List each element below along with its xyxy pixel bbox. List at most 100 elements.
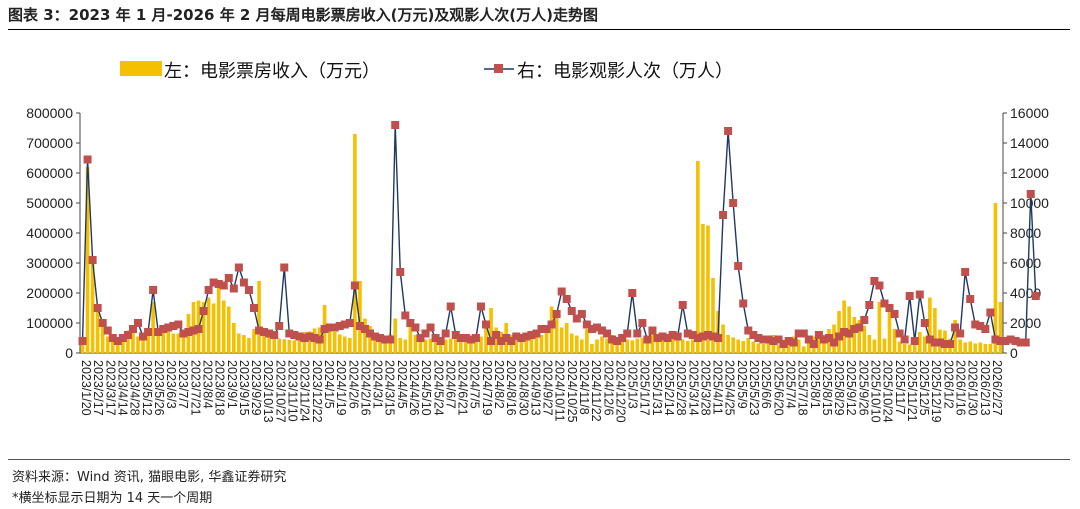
bar [857,320,862,353]
line-point [1031,292,1040,300]
x-tick-label: 2024/4/26 [407,360,421,416]
line-point [658,332,667,341]
x-tick-label: 2024/6/21 [456,360,470,416]
line-point [164,323,173,332]
line-point [108,334,117,342]
line-point [799,329,808,338]
bar [247,338,251,353]
line-point [941,340,949,348]
x-tick-label: 2024/8/16 [504,360,518,416]
line-point [113,337,122,345]
bar [489,308,493,353]
line-point [128,325,137,333]
x-tick-label: 2025/9/26 [856,360,870,416]
bar [595,339,599,353]
line-point [179,329,188,338]
line-point [78,337,87,345]
bar [731,337,735,353]
bar [131,326,135,353]
line-point [416,334,425,342]
bar [907,344,912,353]
bar [342,336,347,353]
bar [272,337,276,353]
bar [872,339,877,353]
x-tick-label: 2023/5/26 [152,360,166,416]
bar [474,338,478,353]
bar [403,339,408,353]
x-tick-label: 2023/10/13 [261,360,275,423]
x-tick-label: 2025/12/5 [917,360,931,416]
x-tick-label: 2025/9/12 [844,360,858,416]
bar [307,331,312,353]
line-point [628,289,637,297]
x-tick-label: 2025/11/21 [905,360,919,422]
x-tick-label: 2024/12/6 [601,360,615,416]
bar [151,302,155,353]
x-tick-label: 2024/6/7 [443,360,457,409]
x-tick-label: 2026/2/13 [978,360,992,416]
x-tick-label: 2025/2/14 [662,360,676,416]
line-point [1026,190,1035,198]
line-point [189,326,198,335]
x-tick-label: 2023/6/3 [164,360,178,409]
line-point [784,337,793,345]
x-tick-label: 2024/8/2 [492,360,506,409]
line-point [391,121,400,129]
line-point [219,281,228,290]
bar [776,344,781,353]
bar [801,346,806,353]
x-tick-label: 2024/9/13 [528,360,542,416]
line-point [835,332,844,341]
line-point [633,329,642,338]
bar [398,338,403,353]
line-point [310,334,319,342]
bar [917,332,922,353]
line-point [603,329,612,338]
y-left-tick-label: 800000 [26,105,73,121]
line-point [446,302,455,311]
bar [121,336,125,353]
x-tick-label: 2024/5/10 [419,360,433,416]
bar [564,323,569,353]
bar [660,336,665,353]
line-point [512,332,521,341]
bar [221,300,226,353]
y-right-tick-label: 10000 [1010,195,1049,211]
bar [156,330,160,353]
bar [781,344,786,353]
bar [327,329,332,353]
y-right-tick-label: 12000 [1010,165,1049,181]
line-point [411,323,420,332]
x-tick-label: 2025/4/25 [723,360,737,416]
line-point [123,331,132,339]
x-tick-label: 2024/10/11 [553,360,567,422]
line-point [956,329,965,338]
bar [665,339,670,353]
line-point [895,329,904,338]
line-point [431,334,440,342]
bar [751,341,756,353]
line-point [482,320,491,329]
x-tick-label: 2025/4/11 [711,360,725,415]
line-point [547,320,556,329]
x-tick-label: 2025/5/23 [747,360,761,416]
bar [882,338,887,353]
bar [368,326,372,353]
bar [126,330,130,353]
line-point [315,335,324,344]
x-tick-label: 2024/11/22 [589,360,603,422]
bar [766,340,771,353]
x-tick-label: 2026/1/16 [953,360,967,416]
bar [90,263,95,353]
x-tick-label: 2025/12/19 [929,360,943,423]
line-point [779,340,788,348]
x-tick-label: 2025/5/9 [735,360,749,409]
bar [953,320,957,353]
line-point [986,308,995,317]
legend: 左：电影票房收入（万元） 右：电影观影人次（万人） [120,61,733,82]
bar [675,335,680,353]
line-point [492,331,501,339]
x-tick-label: 2025/3/14 [686,360,700,416]
line-point [199,307,208,315]
line-point [290,331,299,339]
